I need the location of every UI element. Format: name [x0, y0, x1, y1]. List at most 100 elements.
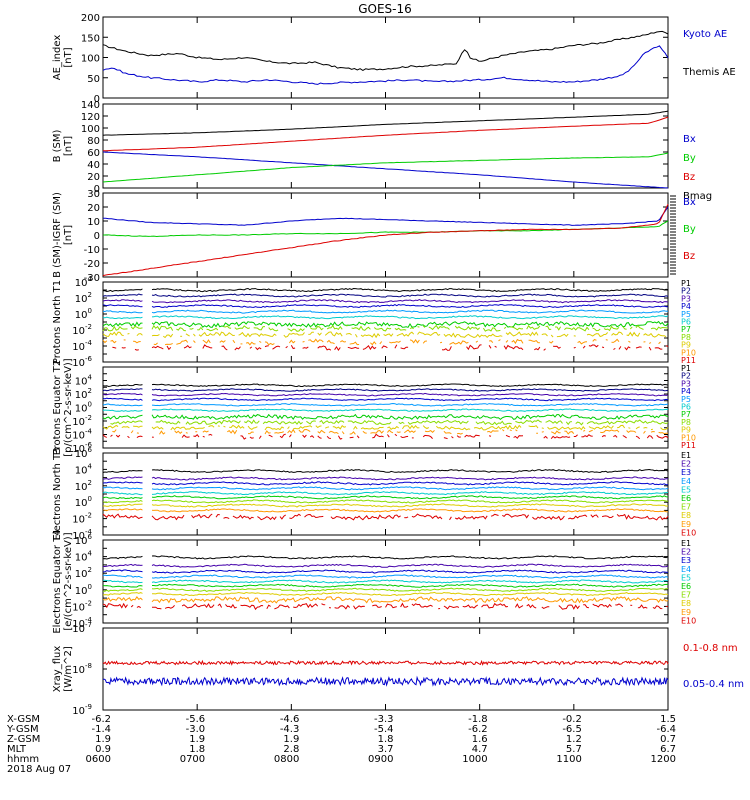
legend-entry: E7	[681, 503, 691, 512]
footer-value: -1.4	[91, 724, 111, 735]
y-tick-label: 100	[75, 495, 92, 509]
flux-line	[102, 602, 128, 609]
flux-line	[202, 430, 209, 433]
y-tick-label: 104	[75, 374, 93, 388]
y-tick-label: -20	[84, 259, 100, 270]
flux-line	[573, 346, 576, 349]
legend-entry: P5	[681, 395, 691, 404]
flux-line	[151, 569, 669, 574]
flux-line	[202, 435, 205, 438]
tick-exponent: 2	[88, 479, 92, 487]
footer-value: 1000	[462, 754, 487, 765]
flux-line	[665, 345, 669, 348]
flux-line	[185, 432, 188, 434]
flux-line	[337, 435, 343, 440]
flux-line	[618, 346, 622, 350]
legend-entry: E9	[681, 608, 691, 617]
y-tick-label: 104	[75, 462, 93, 476]
flux-line	[650, 326, 669, 331]
flux-line	[650, 430, 655, 433]
flux-line	[151, 563, 669, 568]
flux-line	[514, 603, 524, 609]
flux-line	[509, 326, 524, 331]
flux-line	[229, 424, 245, 429]
footer-value: 1200	[651, 754, 676, 765]
legend-entry: E3	[681, 556, 691, 565]
flux-line	[513, 435, 524, 439]
flux-line	[635, 435, 641, 440]
y-axis-title: Protons Equator T2	[52, 360, 63, 456]
flux-line	[340, 340, 347, 343]
legend-entry: Bz	[683, 172, 695, 183]
footer-value: 1.6	[472, 734, 488, 745]
flux-line	[383, 333, 394, 337]
data-gap	[142, 541, 151, 622]
flux-line	[532, 515, 565, 521]
footer-label: Z-GSM	[7, 734, 40, 745]
flux-line	[583, 429, 586, 432]
flux-line	[151, 383, 669, 388]
flux-line	[193, 333, 196, 337]
flux-line	[628, 427, 631, 429]
footer-value: 1.8	[378, 734, 394, 745]
flux-line	[411, 603, 433, 608]
y-tick-label: 200	[81, 13, 100, 24]
flux-line	[396, 331, 415, 337]
flux-line	[227, 429, 238, 435]
flux-line	[223, 425, 226, 428]
flux-line	[102, 574, 143, 579]
flux-line	[503, 326, 507, 329]
flux-line	[134, 348, 139, 351]
flux-line	[315, 425, 322, 429]
flux-line	[283, 332, 305, 338]
tick-exponent: 4	[88, 374, 93, 382]
flux-line	[635, 426, 640, 430]
footer-value: -0.2	[562, 714, 582, 725]
flux-line	[541, 606, 550, 609]
flux-line	[264, 345, 269, 348]
y-axis-title: B (SM)-IGRF (SM)	[52, 192, 63, 278]
legend-entry: Kyoto AE	[683, 29, 727, 40]
flux-line	[646, 435, 654, 439]
flux-line	[208, 433, 213, 436]
flux-line	[660, 427, 669, 431]
footer-value: -5.4	[374, 724, 394, 735]
data-gap	[142, 454, 151, 534]
legend-entry: E4	[681, 565, 691, 574]
y-tick-label: 100	[81, 124, 100, 135]
flux-line	[611, 338, 620, 343]
flux-line	[347, 346, 360, 350]
flux-line	[102, 513, 143, 520]
flux-line	[498, 339, 501, 342]
flux-line	[443, 332, 503, 339]
y-tick-label: 104	[75, 275, 93, 289]
flux-line	[121, 426, 130, 429]
tick-base: 10	[75, 294, 88, 305]
tick-exponent: 2	[88, 566, 92, 574]
y-tick-label: 10-4	[72, 428, 92, 442]
flux-line	[466, 344, 482, 351]
legend-entry: E2	[681, 548, 691, 557]
y-tick-label: 100	[75, 583, 92, 597]
flux-line	[165, 342, 173, 346]
tick-base: 10	[72, 602, 85, 613]
flux-line	[102, 496, 143, 500]
flux-line	[102, 491, 143, 496]
flux-line	[253, 326, 265, 331]
flux-line	[102, 384, 143, 388]
flux-line	[449, 516, 452, 521]
flux-line	[274, 431, 284, 434]
footer-value: -6.4	[656, 724, 676, 735]
flux-line	[102, 403, 143, 407]
flux-line	[462, 604, 479, 609]
flux-line	[176, 327, 186, 332]
flux-line	[232, 514, 254, 520]
flux-line	[370, 430, 384, 434]
legend-entry: P1	[681, 279, 691, 288]
flux-line	[635, 346, 642, 349]
flux-line	[394, 327, 407, 331]
y-tick-label: 104	[75, 550, 93, 564]
footer-value: -6.2	[468, 724, 488, 735]
flux-line	[643, 332, 667, 338]
flux-line	[102, 424, 119, 430]
